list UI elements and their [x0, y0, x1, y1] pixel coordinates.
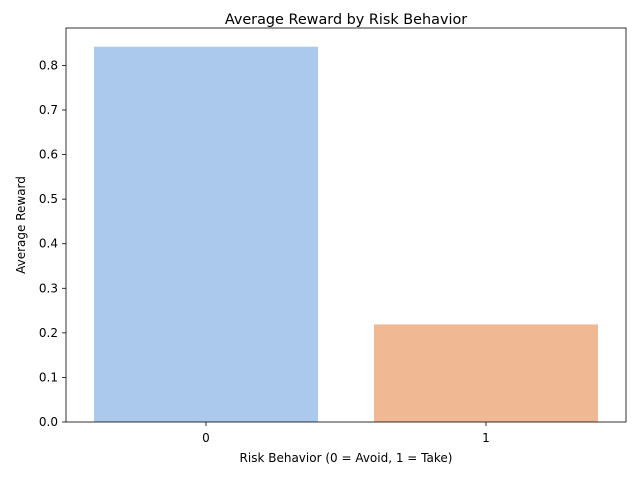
y-tick-label: 0.4 [39, 237, 58, 251]
y-tick-label: 0.2 [39, 326, 58, 340]
bar-1 [374, 324, 598, 422]
y-tick-label: 0.1 [39, 370, 58, 384]
bar-0 [94, 46, 318, 423]
axes-layer [65, 27, 627, 423]
plot-frame [65, 27, 627, 423]
y-tick-label: 0.6 [39, 148, 58, 162]
y-axis-label: Average Reward [14, 176, 28, 274]
y-axis-ticks: 0.0 0.1 0.2 0.3 0.4 0.5 0.6 0.7 0.8 [39, 58, 66, 429]
bars-layer [94, 46, 598, 423]
y-tick-label: 0.5 [39, 192, 58, 206]
y-tick-label: 0.3 [39, 281, 58, 295]
y-tick-label: 0.8 [39, 58, 58, 72]
chart-title: Average Reward by Risk Behavior [225, 12, 467, 28]
x-tick-label: 0 [202, 431, 210, 445]
x-tick-label: 1 [482, 431, 490, 445]
x-axis-label: Risk Behavior (0 = Avoid, 1 = Take) [240, 451, 453, 465]
y-tick-label: 0.7 [39, 103, 58, 117]
y-tick-label: 0.0 [39, 415, 58, 429]
